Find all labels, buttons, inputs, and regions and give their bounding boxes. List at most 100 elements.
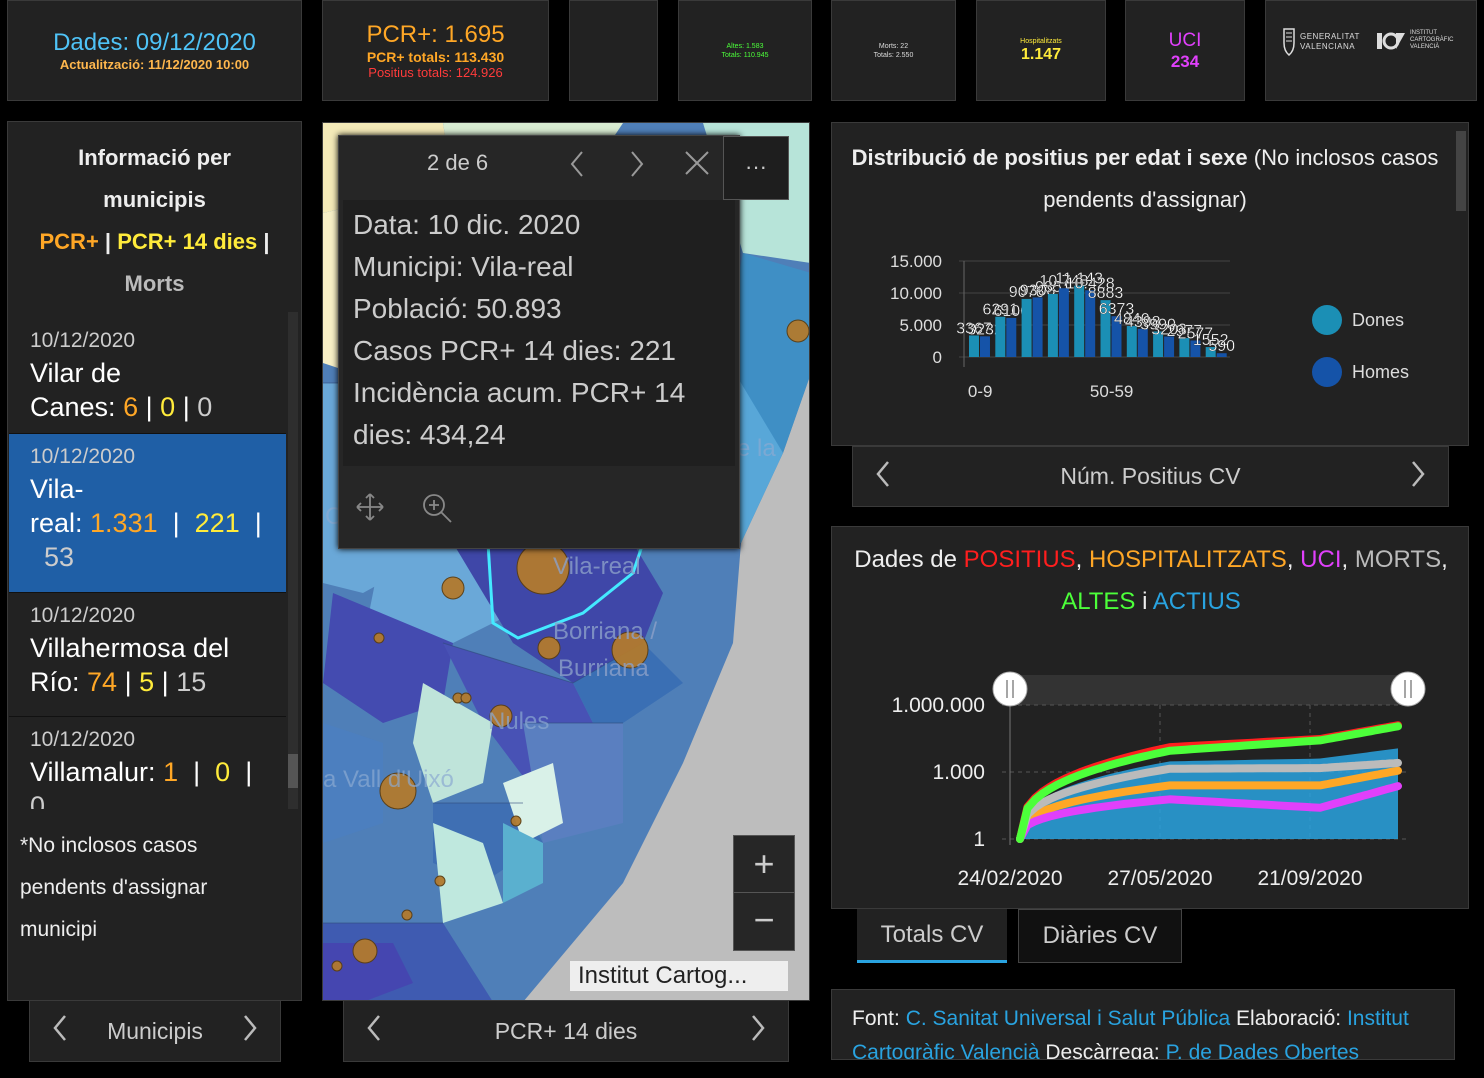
item-name: Vila- xyxy=(30,474,84,504)
item-date: 10/12/2020 xyxy=(30,728,136,751)
map-attribution[interactable]: Institut Cartog... xyxy=(570,961,788,991)
popup-line-incidencia-2: dies: 434,24 xyxy=(353,419,506,450)
bar-data-label: 3367 xyxy=(956,320,992,337)
tab-diaries-cv[interactable]: Diàries CV xyxy=(1018,909,1182,963)
list-item[interactable]: 10/12/2020 Villahermosa del Río: 74 | 5 … xyxy=(9,593,286,717)
font-source-link[interactable]: C. Sanitat Universal i Salut Pública xyxy=(905,1007,1231,1030)
bar-dones xyxy=(1205,347,1216,357)
bar-data-label: 3232 xyxy=(967,321,1003,338)
chevron-right-icon[interactable] xyxy=(242,1014,258,1049)
series-line-altes xyxy=(1016,722,1402,843)
title-hosp: HOSPITALITZATS xyxy=(1089,546,1287,573)
age-chart-panel: Distribució de positius per edat i sexe … xyxy=(831,122,1469,446)
chevron-left-icon[interactable] xyxy=(366,1014,382,1048)
bar-data-label: 10.428 xyxy=(1066,275,1115,292)
pcr-totals: PCR+ totals: 113.430 xyxy=(366,49,505,65)
bar-homes xyxy=(1032,297,1043,357)
list-item[interactable]: 10/12/2020 Villamalur: 1 | 0 | 0 xyxy=(9,717,286,809)
map-popup: 2 de 6 ··· Data: 10 dic. 2020 Municipi: … xyxy=(338,135,789,549)
chevron-right-icon[interactable] xyxy=(750,1014,766,1048)
popup-line-casos: Casos PCR+ 14 dies: 221 xyxy=(353,335,676,366)
legend-homes-swatch xyxy=(1312,357,1342,387)
popup-line-municipi: Municipi: Vila-real xyxy=(353,251,574,282)
legend-dones: Dones xyxy=(1312,305,1404,335)
bar-data-label: 4398 xyxy=(1125,314,1161,331)
x-tick-label: 0-9 xyxy=(968,382,993,401)
card-empty xyxy=(569,0,658,101)
series-area-actius xyxy=(1020,748,1398,839)
range-handle-end[interactable] xyxy=(1390,671,1426,707)
bar-data-label: 590 xyxy=(1208,338,1235,355)
series-line-hospitalitzats xyxy=(1016,766,1402,843)
timeseries-plot[interactable]: 1.000.000 1.000 1 24/02/2020 27/05/2020 21/09… xyxy=(832,667,1468,907)
municipis-note: *No inclosos casos pendents d'assignar m… xyxy=(20,834,208,941)
bar-dones xyxy=(995,316,1006,357)
range-slider-track xyxy=(1010,675,1408,705)
bar-data-label: 2977 xyxy=(1167,323,1203,340)
list-item[interactable]: 10/12/2020 Vilar de Canes: 6 | 0 | 0 xyxy=(9,318,286,434)
timeseries-title: Dades de POSITIUS, HOSPITALITZATS, UCI, … xyxy=(854,546,1448,615)
list-item-selected[interactable]: 10/12/2020 Vila- real: 1.331 | 221 | 53 xyxy=(9,434,286,593)
chevron-right-icon[interactable] xyxy=(1410,460,1426,494)
municipis-nav-label: Municipis xyxy=(107,1017,203,1044)
bar-dones xyxy=(1021,298,1032,357)
popup-next-button[interactable] xyxy=(629,150,645,183)
series-line-morts xyxy=(1016,758,1402,843)
chevron-right-icon xyxy=(631,151,644,177)
bar-data-label: 3203 xyxy=(1151,322,1187,339)
popup-close-button[interactable] xyxy=(684,150,710,181)
age-chart-scrollbar[interactable] xyxy=(1456,131,1466,211)
range-handle-start[interactable] xyxy=(992,671,1028,707)
list-scrollbar[interactable] xyxy=(288,312,298,809)
legend-dones-swatch xyxy=(1312,305,1342,335)
zoom-in-button[interactable]: + xyxy=(734,836,794,893)
map-label-burriana-1: Borriana / xyxy=(553,618,658,645)
bar-homes xyxy=(1164,336,1175,357)
chevron-left-icon xyxy=(570,151,583,177)
legend-homes: Homes xyxy=(1312,357,1409,387)
bar-data-label: 6291 xyxy=(983,302,1019,319)
x-tick-label: 50-59 xyxy=(1090,382,1133,401)
zoom-control: + − xyxy=(733,835,795,951)
map-label-nules: Nules xyxy=(488,708,550,735)
y-tick-label: 15.000 xyxy=(890,252,942,271)
gva-text-1: GENERALITAT xyxy=(1300,32,1360,41)
elaboracio-link[interactable]: Institut Cartogràfic Valencià xyxy=(852,1007,1409,1060)
item-date: 10/12/2020 xyxy=(30,604,136,627)
municipis-list[interactable]: 10/12/2020 Vilar de Canes: 6 | 0 | 0 10/… xyxy=(0,312,302,809)
municipis-nav: Municipis xyxy=(29,1000,281,1062)
popup-body: Data: 10 dic. 2020 Municipi: Vila-real P… xyxy=(343,200,735,466)
gva-logo: GENERALITAT VALENCIANA xyxy=(1282,27,1360,57)
list-scrollbar-thumb[interactable] xyxy=(288,754,298,788)
bar-data-label: 9076 xyxy=(1009,284,1045,301)
title-actius: ACTIUS xyxy=(1152,588,1241,615)
item-date: 10/12/2020 xyxy=(30,445,136,468)
bar-homes xyxy=(1085,290,1096,357)
hosp-label: Hospitalitzats xyxy=(1020,38,1062,45)
popup-prev-button[interactable] xyxy=(569,150,585,183)
age-chart-nav-label: Núm. Positius CV xyxy=(1060,463,1241,489)
icv-text-2: CARTOGRÀFIC xyxy=(1410,36,1454,43)
bar-dones xyxy=(1100,300,1111,357)
popup-zoom-button[interactable] xyxy=(421,492,453,529)
legend-separator: | xyxy=(104,229,112,254)
bar-homes xyxy=(1216,353,1227,357)
item-name: Villahermosa del xyxy=(30,633,230,663)
move-icon xyxy=(356,493,384,521)
popup-move-button[interactable] xyxy=(355,492,385,527)
legend-separator: | xyxy=(263,229,270,254)
legend-pcr14: PCR+ 14 dies xyxy=(117,229,258,254)
tab-totals-cv[interactable]: Totals CV xyxy=(857,909,1007,963)
popup-more-button[interactable]: ··· xyxy=(723,136,789,200)
map-label-vilareal: Vila-real xyxy=(553,553,641,580)
descarrega-link[interactable]: P. de Dades Obertes xyxy=(1165,1041,1360,1060)
zoom-out-button[interactable]: − xyxy=(753,899,775,940)
y-tick-label: 0 xyxy=(933,348,942,367)
altes-daily: Altes: 1.583 xyxy=(726,42,764,50)
y-tick-label: 5.000 xyxy=(899,316,942,335)
chevron-left-icon[interactable] xyxy=(52,1014,68,1049)
bar-homes xyxy=(1111,316,1122,357)
map-nav: PCR+ 14 dies xyxy=(343,1000,789,1062)
chevron-left-icon[interactable] xyxy=(875,460,891,494)
